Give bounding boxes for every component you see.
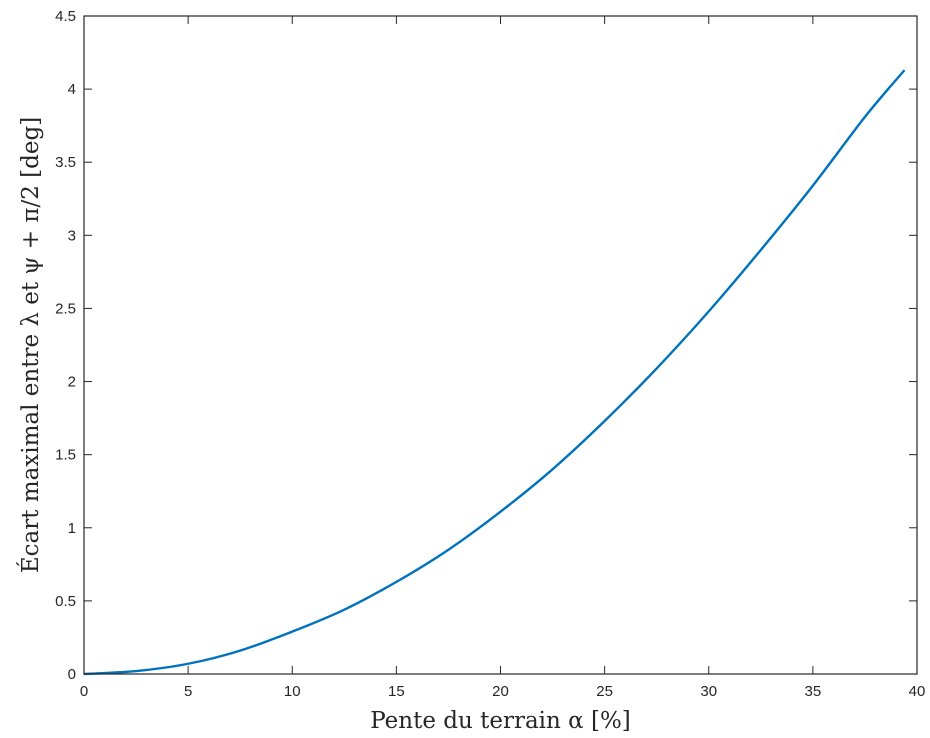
y-tick-label: 0.5 — [55, 593, 76, 610]
y-tick-label: 4 — [68, 81, 76, 98]
y-tick-label: 3.5 — [55, 154, 76, 171]
y-tick-label: 4.5 — [55, 8, 76, 25]
y-tick-label: 1 — [68, 520, 76, 537]
axis-ticks — [83, 15, 918, 675]
y-tick-label: 3 — [68, 227, 76, 244]
y-tick-label: 2.5 — [55, 300, 76, 317]
x-tick-label: 5 — [184, 683, 192, 700]
x-tick-label: 10 — [284, 683, 301, 700]
x-tick-label: 20 — [492, 683, 509, 700]
series-line — [83, 69, 906, 676]
x-tick-label: 30 — [700, 683, 717, 700]
x-tick-label: 40 — [909, 683, 926, 700]
x-tick-label: 15 — [388, 683, 405, 700]
y-tick-labels: 0 0.5 1 1.5 2 2.5 3 3.5 4 4.5 — [55, 8, 76, 683]
x-tick-label: 25 — [596, 683, 613, 700]
y-tick-label: 2 — [68, 374, 76, 391]
y-tick-label: 0 — [68, 666, 76, 683]
y-tick-label: 1.5 — [55, 447, 76, 464]
series-group — [83, 69, 906, 676]
x-tick-label: 35 — [805, 683, 822, 700]
x-tick-label: 0 — [80, 683, 88, 700]
x-tick-labels: 0 5 10 15 20 25 30 35 40 — [80, 683, 926, 700]
y-axis-title: Écart maximal entre λ et ψ + π/2 [deg] — [17, 117, 44, 573]
plot-frame — [83, 15, 918, 675]
x-axis-title: Pente du terrain α [%] — [370, 708, 631, 734]
